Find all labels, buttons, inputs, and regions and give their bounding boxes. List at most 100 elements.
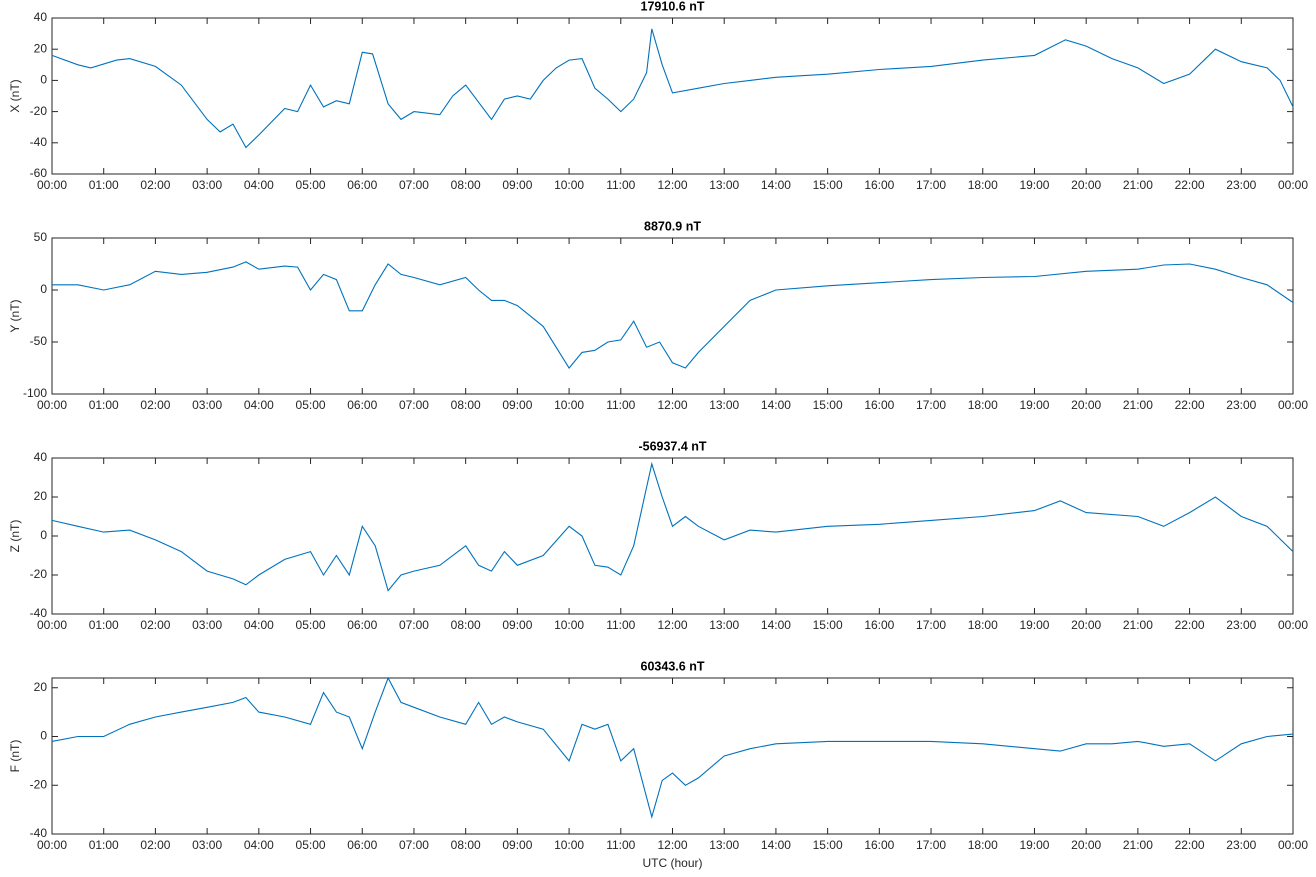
x-tick-label: 20:00 — [1071, 398, 1101, 412]
data-line — [51, 28, 1294, 149]
x-tick-label: 02:00 — [140, 178, 170, 192]
x-tick-label: 10:00 — [554, 838, 584, 852]
x-tick-label: 21:00 — [1123, 618, 1153, 632]
x-tick-label: 09:00 — [502, 618, 532, 632]
x-tick-label: 15:00 — [813, 178, 843, 192]
x-tick-label: 22:00 — [1175, 618, 1205, 632]
y-tick-label: -40 — [30, 135, 48, 149]
y-tick-label: -40 — [30, 826, 48, 840]
x-tick-label: 00:00 — [1278, 178, 1308, 192]
x-tick-label: 23:00 — [1226, 838, 1256, 852]
x-tick-label: 13:00 — [709, 398, 739, 412]
x-tick-label: 19:00 — [1019, 618, 1049, 632]
x-tick-label: 07:00 — [399, 838, 429, 852]
y-axis-label: Z (nT) — [8, 520, 22, 553]
x-tick-label: 00:00 — [37, 178, 67, 192]
y-tick-label: 0 — [40, 73, 47, 87]
data-line — [52, 261, 1294, 369]
x-tick-label: 15:00 — [813, 838, 843, 852]
y-tick-label: -20 — [30, 104, 48, 118]
x-tick-label: 19:00 — [1019, 838, 1049, 852]
x-tick-label: 22:00 — [1175, 178, 1205, 192]
x-tick-label: 18:00 — [968, 618, 998, 632]
x-tick-label: 07:00 — [399, 618, 429, 632]
y-tick-label: 20 — [34, 489, 48, 503]
axes-box — [51, 237, 1294, 395]
x-tick-label: 07:00 — [399, 178, 429, 192]
x-tick-label: 21:00 — [1123, 838, 1153, 852]
x-tick-label: 09:00 — [502, 398, 532, 412]
y-tick-label: 0 — [40, 528, 47, 542]
y-tick-label: -20 — [30, 777, 48, 791]
x-tick-label: 20:00 — [1071, 838, 1101, 852]
x-tick-label: 11:00 — [606, 618, 635, 632]
x-tick-label: 20:00 — [1071, 618, 1101, 632]
panel-title: 8870.9 nT — [644, 219, 701, 233]
x-tick-label: 13:00 — [709, 618, 739, 632]
y-axis-label: F (nT) — [8, 740, 22, 773]
x-tick-label: 18:00 — [968, 398, 998, 412]
y-tick-label: -60 — [30, 166, 48, 180]
x-tick-label: 17:00 — [916, 618, 946, 632]
x-tick-label: 00:00 — [37, 398, 67, 412]
x-tick-label: 03:00 — [192, 618, 222, 632]
x-tick-label: 16:00 — [864, 838, 894, 852]
data-line — [51, 676, 1294, 819]
y-tick-label: 0 — [40, 282, 47, 296]
x-axis-label: UTC (hour) — [642, 856, 702, 870]
x-tick-label: 00:00 — [1278, 618, 1308, 632]
axes-box — [51, 677, 1294, 835]
x-tick-label: 12:00 — [657, 398, 687, 412]
x-tick-label: 05:00 — [296, 398, 326, 412]
x-tick-label: 10:00 — [554, 178, 584, 192]
x-tick-label: 00:00 — [37, 618, 67, 632]
x-tick-label: 12:00 — [657, 618, 687, 632]
x-tick-label: 11:00 — [606, 178, 635, 192]
y-tick-label: 40 — [34, 450, 48, 464]
x-tick-label: 04:00 — [244, 838, 274, 852]
x-tick-label: 03:00 — [192, 838, 222, 852]
x-tick-label: 17:00 — [916, 838, 946, 852]
y-axis-label: X (nT) — [8, 79, 22, 112]
x-tick-label: 01:00 — [89, 178, 119, 192]
x-tick-label: 15:00 — [813, 398, 843, 412]
x-tick-label: 08:00 — [451, 398, 481, 412]
x-tick-label: 14:00 — [761, 398, 791, 412]
x-tick-label: 07:00 — [399, 398, 429, 412]
x-tick-label: 01:00 — [89, 398, 119, 412]
panel-title: 60343.6 nT — [641, 659, 705, 673]
x-tick-label: 23:00 — [1226, 178, 1256, 192]
x-tick-label: 02:00 — [140, 838, 170, 852]
x-tick-label: 19:00 — [1019, 398, 1049, 412]
panel-title: 17910.6 nT — [641, 0, 705, 13]
x-tick-label: 14:00 — [761, 838, 791, 852]
x-tick-label: 23:00 — [1226, 398, 1256, 412]
x-tick-label: 02:00 — [140, 398, 170, 412]
x-tick-label: 10:00 — [554, 398, 584, 412]
x-tick-label: 13:00 — [709, 838, 739, 852]
x-tick-label: 08:00 — [451, 618, 481, 632]
x-tick-label: 18:00 — [968, 178, 998, 192]
x-tick-label: 04:00 — [244, 398, 274, 412]
axes-box — [51, 17, 1294, 175]
y-tick-label: 20 — [34, 680, 48, 694]
x-tick-label: 00:00 — [1278, 838, 1308, 852]
x-tick-label: 12:00 — [657, 838, 687, 852]
y-tick-label: 0 — [40, 729, 47, 743]
x-tick-label: 05:00 — [296, 838, 326, 852]
y-tick-label: 50 — [34, 230, 48, 244]
y-axis-label: Y (nT) — [8, 299, 22, 332]
x-tick-label: 05:00 — [296, 618, 326, 632]
x-tick-label: 18:00 — [968, 838, 998, 852]
x-tick-label: 09:00 — [502, 838, 532, 852]
x-tick-label: 06:00 — [347, 838, 377, 852]
x-tick-label: 08:00 — [451, 178, 481, 192]
y-tick-label: -40 — [30, 606, 48, 620]
y-tick-label: -50 — [30, 334, 48, 348]
x-tick-label: 06:00 — [347, 178, 377, 192]
x-tick-label: 22:00 — [1175, 838, 1205, 852]
x-tick-label: 03:00 — [192, 178, 222, 192]
x-tick-label: 16:00 — [864, 618, 894, 632]
x-tick-label: 01:00 — [89, 838, 119, 852]
